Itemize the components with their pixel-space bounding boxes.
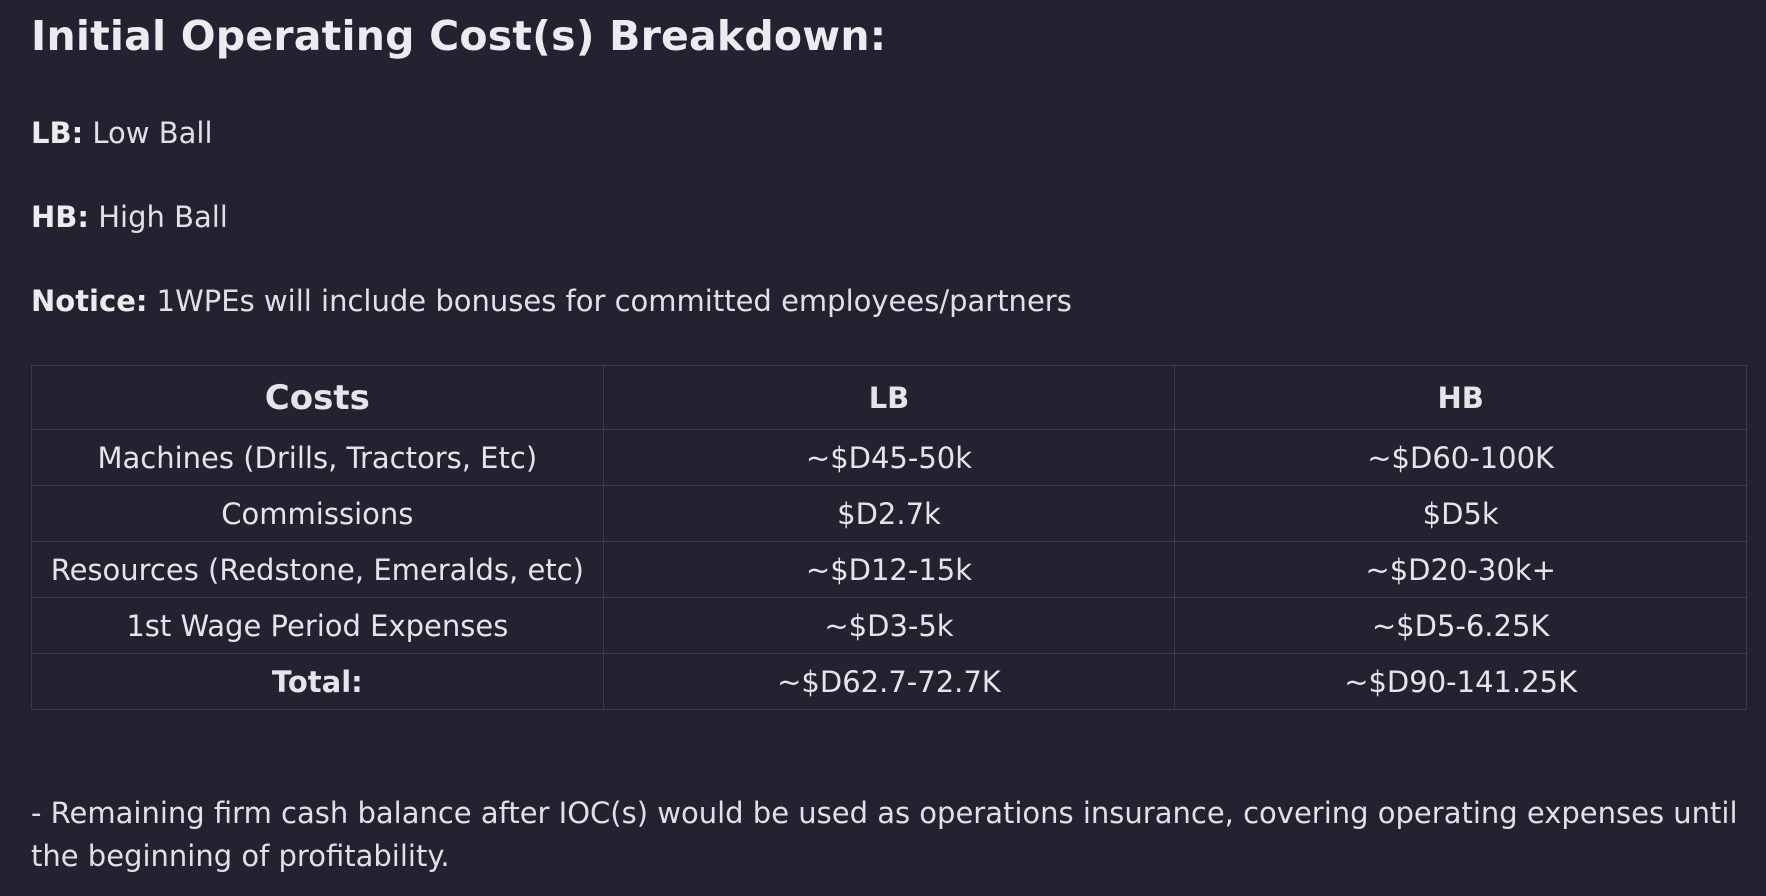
- definition-term: LB:: [31, 116, 84, 150]
- definition-text: High Ball: [88, 200, 228, 234]
- table-header-row: Costs LB HB: [31, 365, 1747, 430]
- total-row: Total: ~$D62.7-72.7K ~$D90-141.25K: [31, 653, 1747, 710]
- lb-value-cell: ~$D12-15k: [602, 541, 1176, 598]
- hb-value-cell: ~$D60-100K: [1174, 429, 1747, 486]
- hb-value-cell: ~$D5-6.25K: [1174, 597, 1747, 654]
- hb-value-cell: ~$D20-30k+: [1174, 541, 1747, 598]
- cost-name-cell: 1st Wage Period Expenses: [31, 597, 604, 654]
- table-row: Commissions $D2.7k $D5k: [31, 485, 1747, 542]
- table-row: Resources (Redstone, Emeralds, etc) ~$D1…: [31, 541, 1747, 598]
- cost-name-cell: Resources (Redstone, Emeralds, etc): [31, 541, 604, 598]
- table-row: Machines (Drills, Tractors, Etc) ~$D45-5…: [31, 429, 1747, 486]
- definition-text: Low Ball: [83, 116, 213, 150]
- definition-lb: LB: Low Ball: [31, 116, 213, 150]
- cost-table: Costs LB HB Machines (Drills, Tractors, …: [31, 365, 1747, 710]
- lb-total-cell: ~$D62.7-72.7K: [602, 653, 1176, 710]
- total-label-cell: Total:: [31, 653, 604, 710]
- notice-term: Notice:: [31, 284, 148, 318]
- hb-value-cell: $D5k: [1174, 485, 1747, 542]
- definition-hb: HB: High Ball: [31, 200, 228, 234]
- definition-term: HB:: [31, 200, 89, 234]
- lb-value-cell: $D2.7k: [602, 485, 1176, 542]
- page-title: Initial Operating Cost(s) Breakdown:: [31, 12, 887, 60]
- column-header-costs: Costs: [31, 365, 604, 430]
- cost-name-cell: Machines (Drills, Tractors, Etc): [31, 429, 604, 486]
- column-header-hb: HB: [1174, 365, 1747, 430]
- notice-text: 1WPEs will include bonuses for committed…: [147, 284, 1072, 318]
- hb-total-cell: ~$D90-141.25K: [1174, 653, 1747, 710]
- cost-name-cell: Commissions: [31, 485, 604, 542]
- notice: Notice: 1WPEs will include bonuses for c…: [31, 284, 1072, 318]
- column-header-lb: LB: [602, 365, 1176, 430]
- lb-value-cell: ~$D45-50k: [602, 429, 1176, 486]
- remark-paragraph: - Remaining firm cash balance after IOC(…: [31, 796, 1738, 873]
- lb-value-cell: ~$D3-5k: [602, 597, 1176, 654]
- table-row: 1st Wage Period Expenses ~$D3-5k ~$D5-6.…: [31, 597, 1747, 654]
